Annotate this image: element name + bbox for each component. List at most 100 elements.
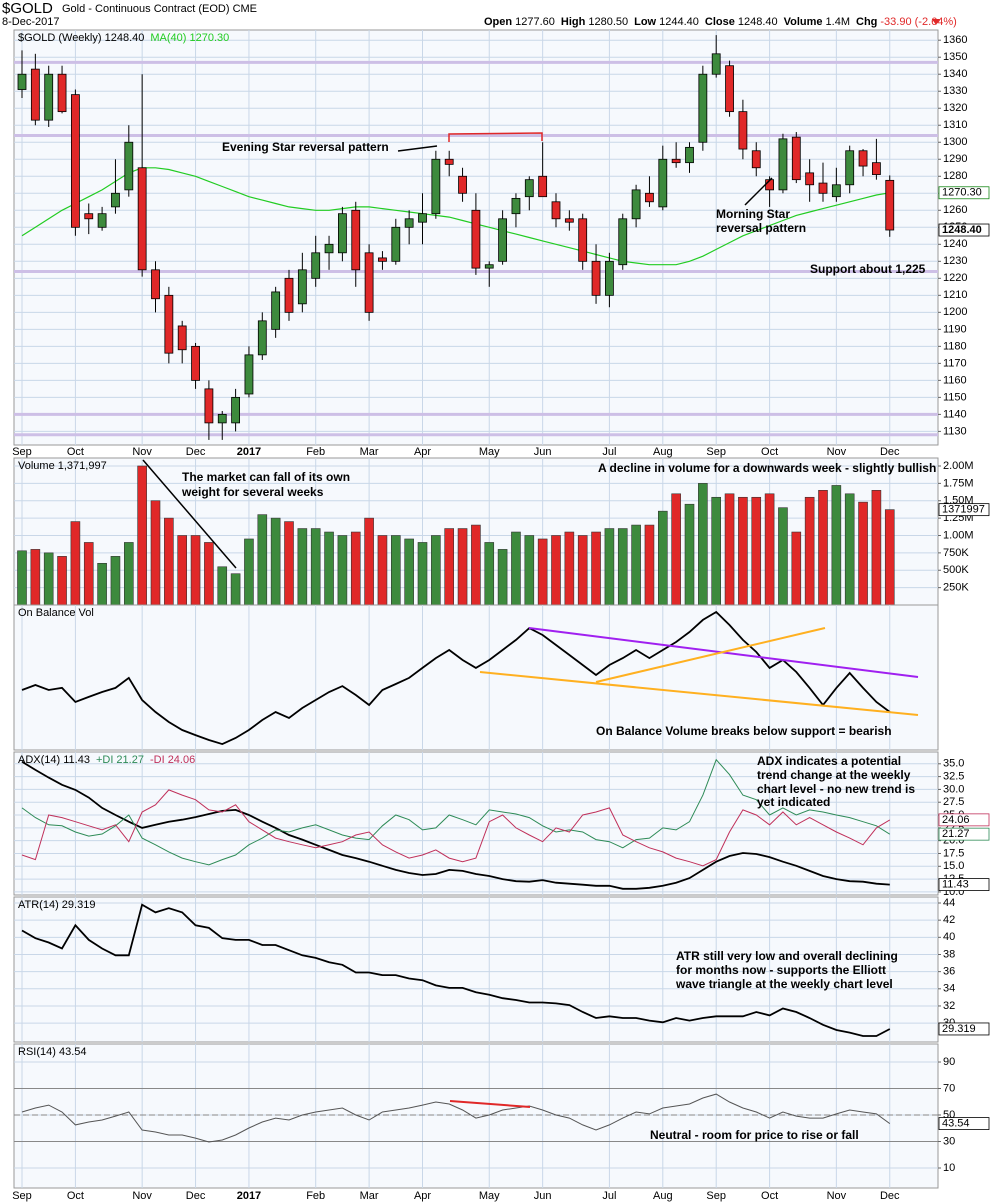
x-tick-label: Aug <box>653 446 673 458</box>
annotation: yet indicated <box>757 795 830 809</box>
y-tick-label: 1240 <box>943 238 967 250</box>
volume-bar <box>724 493 735 606</box>
candle-body <box>444 158 454 165</box>
volume-bar <box>577 535 588 606</box>
x-tick-label: Dec <box>186 1190 206 1202</box>
y-tick-label: 1330 <box>943 85 967 97</box>
last-value-box <box>938 813 990 827</box>
y-tick-label: 1340 <box>943 68 967 80</box>
candle-body <box>605 260 614 296</box>
legend-entry: ADX(14) 11.43 <box>18 754 90 766</box>
x-tick-label: Feb <box>306 446 325 458</box>
volume-bar <box>431 535 441 606</box>
y-tick-label: 1300 <box>943 136 967 148</box>
volume-bar <box>444 528 455 606</box>
last-value-box <box>938 1117 990 1130</box>
quote-label: Volume <box>784 16 823 28</box>
volume-bar <box>698 483 708 606</box>
last-value-box <box>938 827 990 841</box>
volume-bar <box>257 514 268 606</box>
candle-body <box>391 226 401 262</box>
y-tick-label: 2.00M <box>943 460 974 472</box>
annotation: Evening Star reversal pattern <box>222 140 389 154</box>
panel-bg <box>13 604 939 751</box>
volume-bar <box>804 496 815 606</box>
last-value-box <box>938 186 990 200</box>
volume-bar <box>57 556 67 606</box>
annotation-lines <box>142 132 919 1108</box>
volume-bar <box>644 524 655 606</box>
y-tick-label: 15.0 <box>943 860 964 872</box>
volume-bar <box>511 531 521 606</box>
x-tick-label: Sep <box>12 446 32 458</box>
pointer-line <box>397 145 438 152</box>
y-tick-label: 1280 <box>943 170 967 182</box>
y-tick-label: 500K <box>943 564 969 576</box>
legend-entry: +DI 21.27 <box>96 754 144 766</box>
y-tick-label: 42 <box>943 914 955 926</box>
candle-body <box>591 260 601 296</box>
y-tick-label: 17.5 <box>943 847 964 859</box>
candle-body <box>324 243 334 254</box>
y-tick-label: 1160 <box>943 374 967 386</box>
x-tick-label: Dec <box>880 1190 900 1202</box>
volume-bar <box>30 549 41 606</box>
candle-body <box>645 192 654 203</box>
volume-bar <box>83 542 94 606</box>
volume-bar <box>177 535 187 606</box>
pointer-line <box>142 459 237 569</box>
evening-star-marker <box>448 132 543 142</box>
candle-body <box>111 192 120 208</box>
volume-bar <box>204 542 214 606</box>
candle-body <box>137 167 147 271</box>
candle-body <box>164 294 174 354</box>
panel-bg <box>13 1043 939 1189</box>
quote-value: 1.4M <box>826 16 850 28</box>
quote-label: Open <box>484 16 512 28</box>
y-tick-label: 1140 <box>943 408 967 420</box>
candle-body <box>671 158 681 164</box>
volume-bar <box>324 531 334 606</box>
indicator-line <box>21 760 890 890</box>
candle-body <box>551 201 561 220</box>
candle-body <box>191 345 200 381</box>
legend: ATR(14) 29.319 <box>18 899 95 911</box>
candle-body <box>337 213 347 254</box>
y-tick-label: 250K <box>943 582 969 594</box>
y-tick-label: 1190 <box>943 323 967 335</box>
candle-body <box>231 396 241 424</box>
candle-body <box>564 218 574 223</box>
y-tick-label: 1170 <box>943 357 967 369</box>
volume-bar <box>884 509 895 606</box>
x-tick-label: Nov <box>132 1190 152 1202</box>
volume-bar <box>377 535 388 606</box>
volume-bar <box>617 528 628 606</box>
candle-body <box>805 172 815 186</box>
y-tick-label: 32 <box>943 1000 955 1012</box>
x-tick-label: Nov <box>827 1190 847 1202</box>
candle-body <box>364 252 374 313</box>
y-tick-label: 10 <box>943 1162 955 1174</box>
x-tick-label: Jun <box>534 1190 552 1202</box>
candle-body <box>698 73 708 143</box>
y-tick-label: 1290 <box>943 153 967 165</box>
volume-bar <box>244 538 254 606</box>
y-tick-label: 38 <box>943 948 955 960</box>
volume-bar <box>230 573 241 606</box>
volume-bar <box>390 535 401 606</box>
volume-bar <box>270 517 281 606</box>
volume-bar <box>551 535 561 606</box>
quote-value: 1277.60 <box>515 16 555 28</box>
last-value-label: 29.319 <box>942 1023 976 1035</box>
symbol: $GOLD <box>2 0 53 17</box>
x-tick-label: 2017 <box>237 446 261 458</box>
candle-body <box>885 179 895 231</box>
legend-entry: On Balance Vol <box>18 607 94 619</box>
legend: RSI(14) 43.54 <box>18 1046 86 1058</box>
volume-bar <box>164 517 174 606</box>
volume-bar <box>124 542 134 606</box>
indicator-line <box>21 1093 891 1143</box>
quote-line: Open 1277.60 High 1280.50 Low 1244.40 Close 124… <box>484 16 957 28</box>
candle-body <box>431 158 441 215</box>
volume-bar <box>190 535 201 606</box>
